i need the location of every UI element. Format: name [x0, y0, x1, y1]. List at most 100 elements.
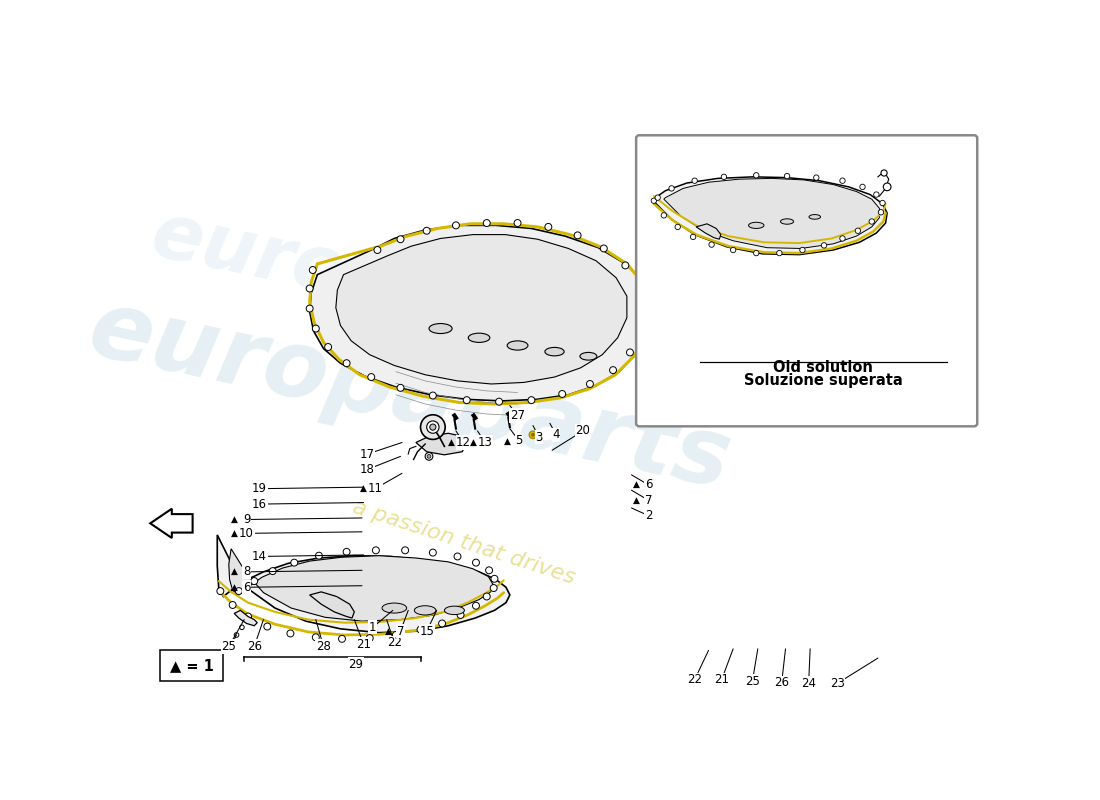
Circle shape [855, 228, 860, 234]
Circle shape [881, 170, 888, 176]
Text: 11: 11 [367, 482, 383, 495]
Circle shape [339, 635, 345, 642]
Polygon shape [336, 234, 627, 384]
Circle shape [528, 397, 535, 404]
Circle shape [290, 559, 298, 566]
Circle shape [429, 392, 437, 399]
Text: 9: 9 [243, 513, 251, 526]
Ellipse shape [444, 606, 464, 614]
Polygon shape [664, 178, 880, 249]
Polygon shape [310, 226, 652, 401]
Circle shape [609, 366, 616, 374]
Text: europaparts: europaparts [144, 198, 675, 379]
Text: 4: 4 [552, 428, 560, 442]
Circle shape [473, 602, 480, 610]
Circle shape [627, 349, 634, 356]
Text: 27: 27 [510, 409, 525, 422]
Text: 6: 6 [243, 581, 251, 594]
FancyBboxPatch shape [161, 650, 223, 682]
Text: 18: 18 [360, 463, 375, 476]
Text: ▲: ▲ [231, 567, 238, 576]
Circle shape [692, 178, 697, 183]
Circle shape [814, 175, 820, 180]
Ellipse shape [429, 323, 452, 334]
Text: europaparts: europaparts [80, 283, 739, 510]
Circle shape [669, 186, 674, 191]
Circle shape [417, 626, 424, 633]
Circle shape [559, 390, 565, 398]
Circle shape [309, 266, 316, 274]
Text: 13: 13 [477, 436, 493, 449]
Text: 15: 15 [419, 625, 435, 638]
Text: ▲: ▲ [634, 480, 640, 490]
Ellipse shape [507, 341, 528, 350]
Circle shape [869, 219, 874, 224]
Text: ▲: ▲ [504, 437, 510, 446]
Text: ▲: ▲ [360, 484, 366, 493]
Circle shape [374, 246, 381, 254]
Text: 10: 10 [239, 527, 254, 540]
Text: 16: 16 [252, 498, 267, 510]
Text: 8: 8 [243, 566, 250, 578]
Circle shape [675, 224, 681, 230]
Circle shape [217, 588, 223, 594]
Circle shape [264, 623, 271, 630]
Ellipse shape [382, 603, 407, 613]
Circle shape [880, 200, 886, 206]
Text: 20: 20 [575, 425, 591, 438]
Text: 23: 23 [829, 677, 845, 690]
Polygon shape [652, 177, 887, 254]
Circle shape [621, 262, 629, 269]
Circle shape [312, 325, 319, 332]
Circle shape [873, 192, 879, 198]
Text: ▲: ▲ [634, 496, 640, 505]
Text: a passion that drives: a passion that drives [350, 497, 578, 588]
Ellipse shape [580, 353, 597, 360]
Circle shape [424, 227, 430, 234]
Text: 17: 17 [360, 447, 375, 461]
Circle shape [306, 285, 313, 292]
Circle shape [644, 304, 650, 311]
Circle shape [531, 433, 535, 437]
Text: ▲: ▲ [231, 582, 238, 592]
Text: Old solution: Old solution [773, 360, 873, 375]
Circle shape [878, 210, 883, 215]
Circle shape [229, 602, 236, 609]
Circle shape [343, 360, 350, 366]
Circle shape [244, 613, 252, 620]
Polygon shape [229, 549, 493, 621]
Circle shape [427, 421, 439, 434]
Text: 24: 24 [801, 677, 816, 690]
Circle shape [491, 575, 498, 582]
Circle shape [316, 552, 322, 559]
Circle shape [784, 174, 790, 178]
Circle shape [639, 327, 646, 334]
Polygon shape [310, 592, 354, 618]
Text: 19: 19 [252, 482, 267, 495]
Text: 5: 5 [516, 434, 522, 447]
Circle shape [754, 173, 759, 178]
Circle shape [661, 213, 667, 218]
Circle shape [458, 611, 464, 618]
Circle shape [366, 634, 373, 642]
Circle shape [452, 222, 460, 229]
Circle shape [800, 247, 805, 253]
Text: Soluzione superata: Soluzione superata [744, 374, 903, 388]
Text: 2: 2 [645, 509, 652, 522]
Text: ▲: ▲ [231, 515, 238, 524]
Circle shape [860, 184, 866, 190]
Text: ▲: ▲ [385, 626, 392, 636]
Ellipse shape [544, 347, 564, 356]
Circle shape [496, 398, 503, 405]
Circle shape [397, 236, 404, 242]
Circle shape [312, 634, 319, 641]
Circle shape [691, 234, 696, 240]
Text: 7: 7 [397, 625, 405, 638]
Circle shape [373, 547, 380, 554]
Circle shape [235, 588, 242, 594]
Ellipse shape [469, 333, 490, 342]
Circle shape [306, 305, 313, 312]
Text: 28: 28 [316, 640, 331, 653]
Text: 26: 26 [774, 676, 789, 690]
Text: 6: 6 [645, 478, 652, 491]
